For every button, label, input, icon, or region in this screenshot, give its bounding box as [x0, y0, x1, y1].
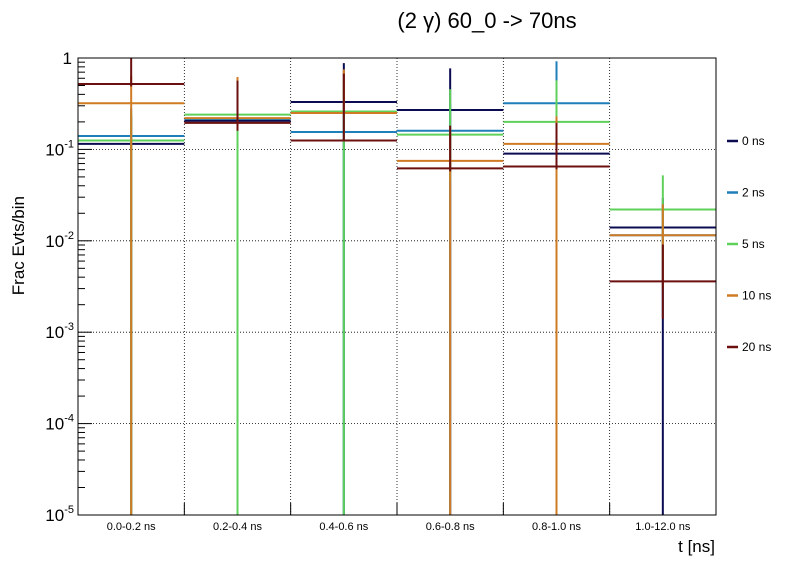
legend-label: 20 ns	[742, 340, 771, 354]
legend-item: 2 ns	[727, 186, 765, 200]
x-axis: 0.0-0.2 ns 0.2-0.4 ns 0.4-0.6 ns 0.6-0.8 ns…	[77, 503, 717, 533]
grid	[78, 58, 716, 515]
y-axis-title: Frac Evts/bin	[9, 196, 28, 295]
x-tick-label: 0.0-0.2 ns	[107, 521, 156, 533]
legend-item: 5 ns	[727, 237, 765, 251]
legend-label: 10 ns	[742, 289, 771, 303]
y-tick-label: 1	[63, 49, 72, 68]
legend-item: 10 ns	[727, 289, 771, 303]
x-axis-title: t [ns]	[678, 537, 715, 556]
y-tick-label: 10-5	[45, 504, 74, 525]
x-tick-label: 0.4-0.6 ns	[319, 521, 368, 533]
legend-label: 2 ns	[742, 186, 765, 200]
y-tick-label: 10-4	[45, 413, 74, 434]
legend-item: 20 ns	[727, 340, 771, 354]
legend: 0 ns 2 ns 5 ns 10 ns 20 ns	[727, 134, 771, 354]
y-tick-label: 10-2	[45, 230, 74, 251]
legend-item: 0 ns	[727, 134, 765, 148]
y-tick-label: 10-3	[45, 321, 74, 342]
legend-label: 5 ns	[742, 237, 765, 251]
x-tick-label: 0.6-0.8 ns	[426, 521, 475, 533]
y-axis: 10-5 10-4 10-3 10-2 10-1 1	[45, 49, 92, 525]
y-tick-label: 10-1	[45, 138, 74, 159]
x-tick-label: 0.2-0.4 ns	[213, 521, 262, 533]
series-20-ns	[78, 58, 716, 319]
chart-title: (2 γ) 60_0 -> 70ns	[397, 8, 576, 33]
x-tick-label: 0.8-1.0 ns	[532, 521, 581, 533]
series-layer	[78, 58, 716, 515]
x-tick-label: 1.0-12.0 ns	[635, 521, 691, 533]
legend-label: 0 ns	[742, 134, 765, 148]
